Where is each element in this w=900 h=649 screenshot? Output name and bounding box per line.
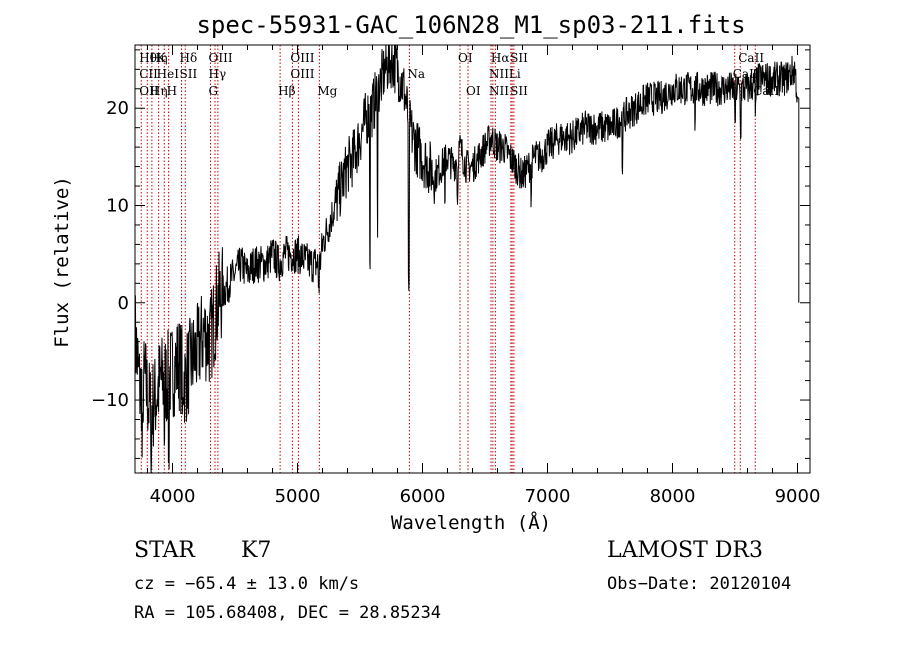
line-label: OI bbox=[458, 51, 473, 65]
line-label: OIII bbox=[209, 51, 233, 65]
object-subclass: K7 bbox=[241, 538, 272, 563]
line-label: CII bbox=[139, 67, 158, 81]
line-label: Hγ bbox=[209, 67, 227, 81]
line-label: NII bbox=[489, 84, 509, 98]
x-tick-label: 8000 bbox=[650, 486, 696, 507]
y-tick-label: −10 bbox=[91, 390, 129, 411]
observation-date: Obs−Date: 20120104 bbox=[607, 574, 792, 594]
line-label: Hη bbox=[150, 51, 168, 65]
spectrum-chart: spec-55931-GAC_106N28_M1_sp03-211.fits H… bbox=[51, 11, 821, 534]
line-label: Hδ bbox=[180, 51, 198, 65]
line-label: G bbox=[209, 84, 219, 98]
line-label: Na bbox=[407, 67, 425, 81]
line-label: Hα bbox=[491, 51, 510, 65]
x-tick-label: 4000 bbox=[150, 486, 196, 507]
y-tick-label: 20 bbox=[106, 98, 129, 119]
object-class: STAR bbox=[134, 538, 195, 563]
line-label: SII bbox=[510, 84, 528, 98]
line-label: OIII bbox=[290, 67, 314, 81]
y-tick-label: 10 bbox=[106, 196, 129, 217]
coordinates: RA = 105.68408, DEC = 28.85234 bbox=[134, 603, 442, 623]
line-label: H bbox=[167, 84, 177, 98]
line-label: Hβ bbox=[278, 84, 295, 98]
spectral-line-markers bbox=[140, 45, 756, 473]
y-axis-label: Flux (relative) bbox=[51, 176, 73, 348]
line-label: CaII bbox=[738, 51, 764, 65]
x-tick-label: 7000 bbox=[525, 486, 571, 507]
survey-name: LAMOST DR3 bbox=[607, 538, 763, 563]
line-label: Hη bbox=[150, 84, 168, 98]
x-axis-label: Wavelength (Å) bbox=[391, 511, 551, 534]
x-tick-label: 5000 bbox=[275, 486, 321, 507]
line-label: Mg bbox=[317, 84, 337, 98]
chart-title: spec-55931-GAC_106N28_M1_sp03-211.fits bbox=[196, 11, 745, 39]
line-label: SII bbox=[510, 51, 528, 65]
redshift-velocity: cz = −65.4 ± 13.0 km/s bbox=[134, 574, 360, 594]
spectrum-line bbox=[134, 44, 800, 474]
line-label: OI bbox=[466, 84, 481, 98]
plot-frame bbox=[134, 44, 811, 474]
axes: 4000 5000 6000 7000 8000 9000 −10 0 10 20 bbox=[91, 44, 821, 507]
line-label: SII bbox=[180, 67, 198, 81]
line-label: HeI bbox=[157, 67, 180, 81]
line-label: OIII bbox=[290, 51, 314, 65]
line-label: Li bbox=[509, 67, 521, 81]
line-label: Hθ bbox=[139, 51, 157, 65]
x-tick-label: 6000 bbox=[400, 486, 446, 507]
y-tick-label: 0 bbox=[118, 293, 129, 314]
spectrum-series bbox=[134, 44, 800, 474]
line-label: NII bbox=[489, 67, 509, 81]
line-label: K bbox=[157, 51, 167, 65]
line-label: CaII bbox=[733, 67, 759, 81]
line-label: OII bbox=[139, 84, 159, 98]
x-tick-label: 9000 bbox=[775, 486, 821, 507]
